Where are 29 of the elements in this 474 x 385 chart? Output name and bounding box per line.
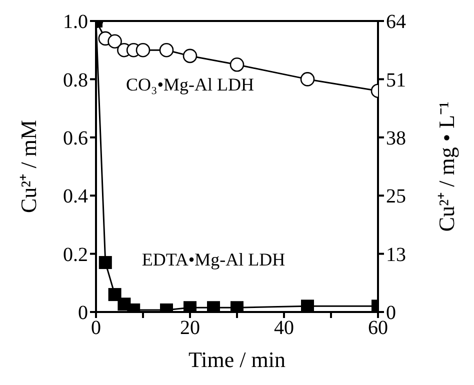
point: [301, 300, 314, 312]
y2-tick-label: 13: [386, 244, 406, 266]
y-tick-label: 0.2: [63, 244, 88, 266]
point: [108, 34, 122, 49]
y-axis-title: Cu²⁺ / mM: [16, 120, 41, 214]
y2-axis-title: Cu²⁺ / mg • L⁻¹: [434, 101, 459, 232]
y-tick-label: 0.8: [63, 69, 88, 92]
point: [230, 58, 244, 72]
y2-tick-label: 25: [386, 186, 406, 208]
y2-tick-label: 64: [386, 11, 406, 34]
point: [182, 48, 198, 64]
y-tick-label: 0.4: [63, 186, 88, 208]
x-axis-title: Time / min: [188, 347, 286, 372]
x-tick-label: 60: [368, 317, 388, 340]
y-tick-label: 0: [78, 302, 88, 324]
point: [159, 42, 174, 58]
point: [136, 42, 150, 58]
series-label: EDTA•Mg-Al LDH: [142, 250, 286, 270]
x-tick-label: 40: [274, 317, 294, 340]
y-tick-label: 0.6: [63, 128, 88, 150]
y2-tick-label: 38: [386, 128, 406, 150]
x-tick-label: 20: [180, 317, 200, 340]
point: [98, 256, 112, 270]
series-label: CO₃•Mg-Al LDH: [126, 74, 254, 95]
point: [108, 288, 122, 302]
y-tick-label: 1.0: [63, 11, 88, 34]
y2-tick-label: 0: [386, 302, 396, 324]
y2-tick-label: 51: [386, 69, 406, 92]
point: [300, 72, 315, 86]
